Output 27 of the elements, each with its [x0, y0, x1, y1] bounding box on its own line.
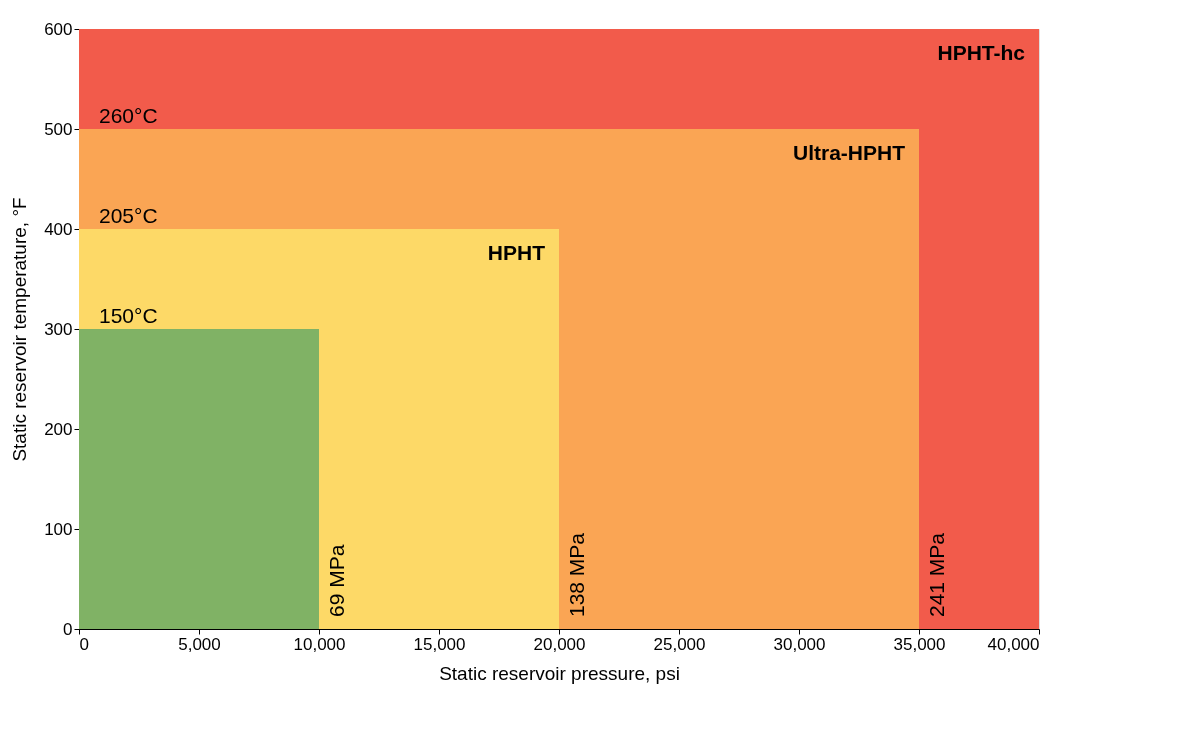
y-tick-label: 200 [44, 419, 73, 439]
x-tick-label: 10,000 [293, 634, 346, 654]
y-tick-label: 400 [44, 219, 73, 239]
x-tick-label: 25,000 [653, 634, 706, 654]
y-axis-title: Static reservoir temperature, °F [9, 197, 31, 462]
annotation: 205°C [99, 204, 158, 227]
x-tick-label: 30,000 [773, 634, 826, 654]
y-tick-label: 500 [44, 119, 73, 139]
series-label: HPHT-hc [937, 41, 1026, 64]
annotation: 241 MPa [925, 532, 948, 617]
annotation: 150°C [99, 304, 158, 327]
x-tick-label: 35,000 [893, 634, 946, 654]
series-label: Ultra-HPHT [792, 141, 906, 164]
x-tick-label: 15,000 [413, 634, 466, 654]
y-tick-label: 600 [44, 19, 73, 39]
series-label: HPHT [487, 241, 546, 264]
annotation: 69 MPa [325, 544, 348, 617]
x-tick-label: 20,000 [533, 634, 586, 654]
y-tick-label: 0 [63, 619, 73, 639]
x-tick-label: 0 [79, 634, 89, 654]
x-tick-label: 5,000 [178, 634, 221, 654]
y-tick-label: 100 [44, 519, 73, 539]
x-axis-title: Static reservoir pressure, psi [439, 662, 680, 684]
x-tick-label: 40,000 [987, 634, 1040, 654]
annotation: 260°C [99, 104, 158, 127]
annotation: 138 MPa [565, 532, 588, 617]
y-tick-label: 300 [44, 319, 73, 339]
